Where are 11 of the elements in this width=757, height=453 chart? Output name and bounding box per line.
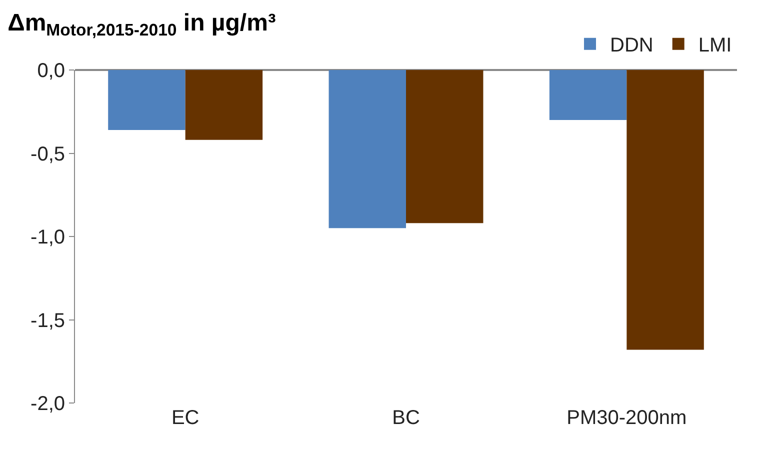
legend-label: LMI (698, 34, 732, 57)
x-tick-label: EC (171, 407, 200, 429)
y-tick-label: -2,0 (30, 393, 65, 415)
x-tick-label: PM30-200nm (566, 407, 687, 429)
chart-title: Δm$_{Motor,2015-2010}$ in µg/m³ (8, 9, 276, 40)
y-tick-label: -1,5 (30, 310, 65, 332)
legend-label: DDN (610, 34, 654, 57)
x-tick-label: BC (392, 407, 420, 429)
y-tick-label: -0,5 (30, 143, 65, 166)
y-tick-label: 0,0 (37, 60, 65, 82)
y-tick-label: -1,0 (30, 226, 65, 248)
